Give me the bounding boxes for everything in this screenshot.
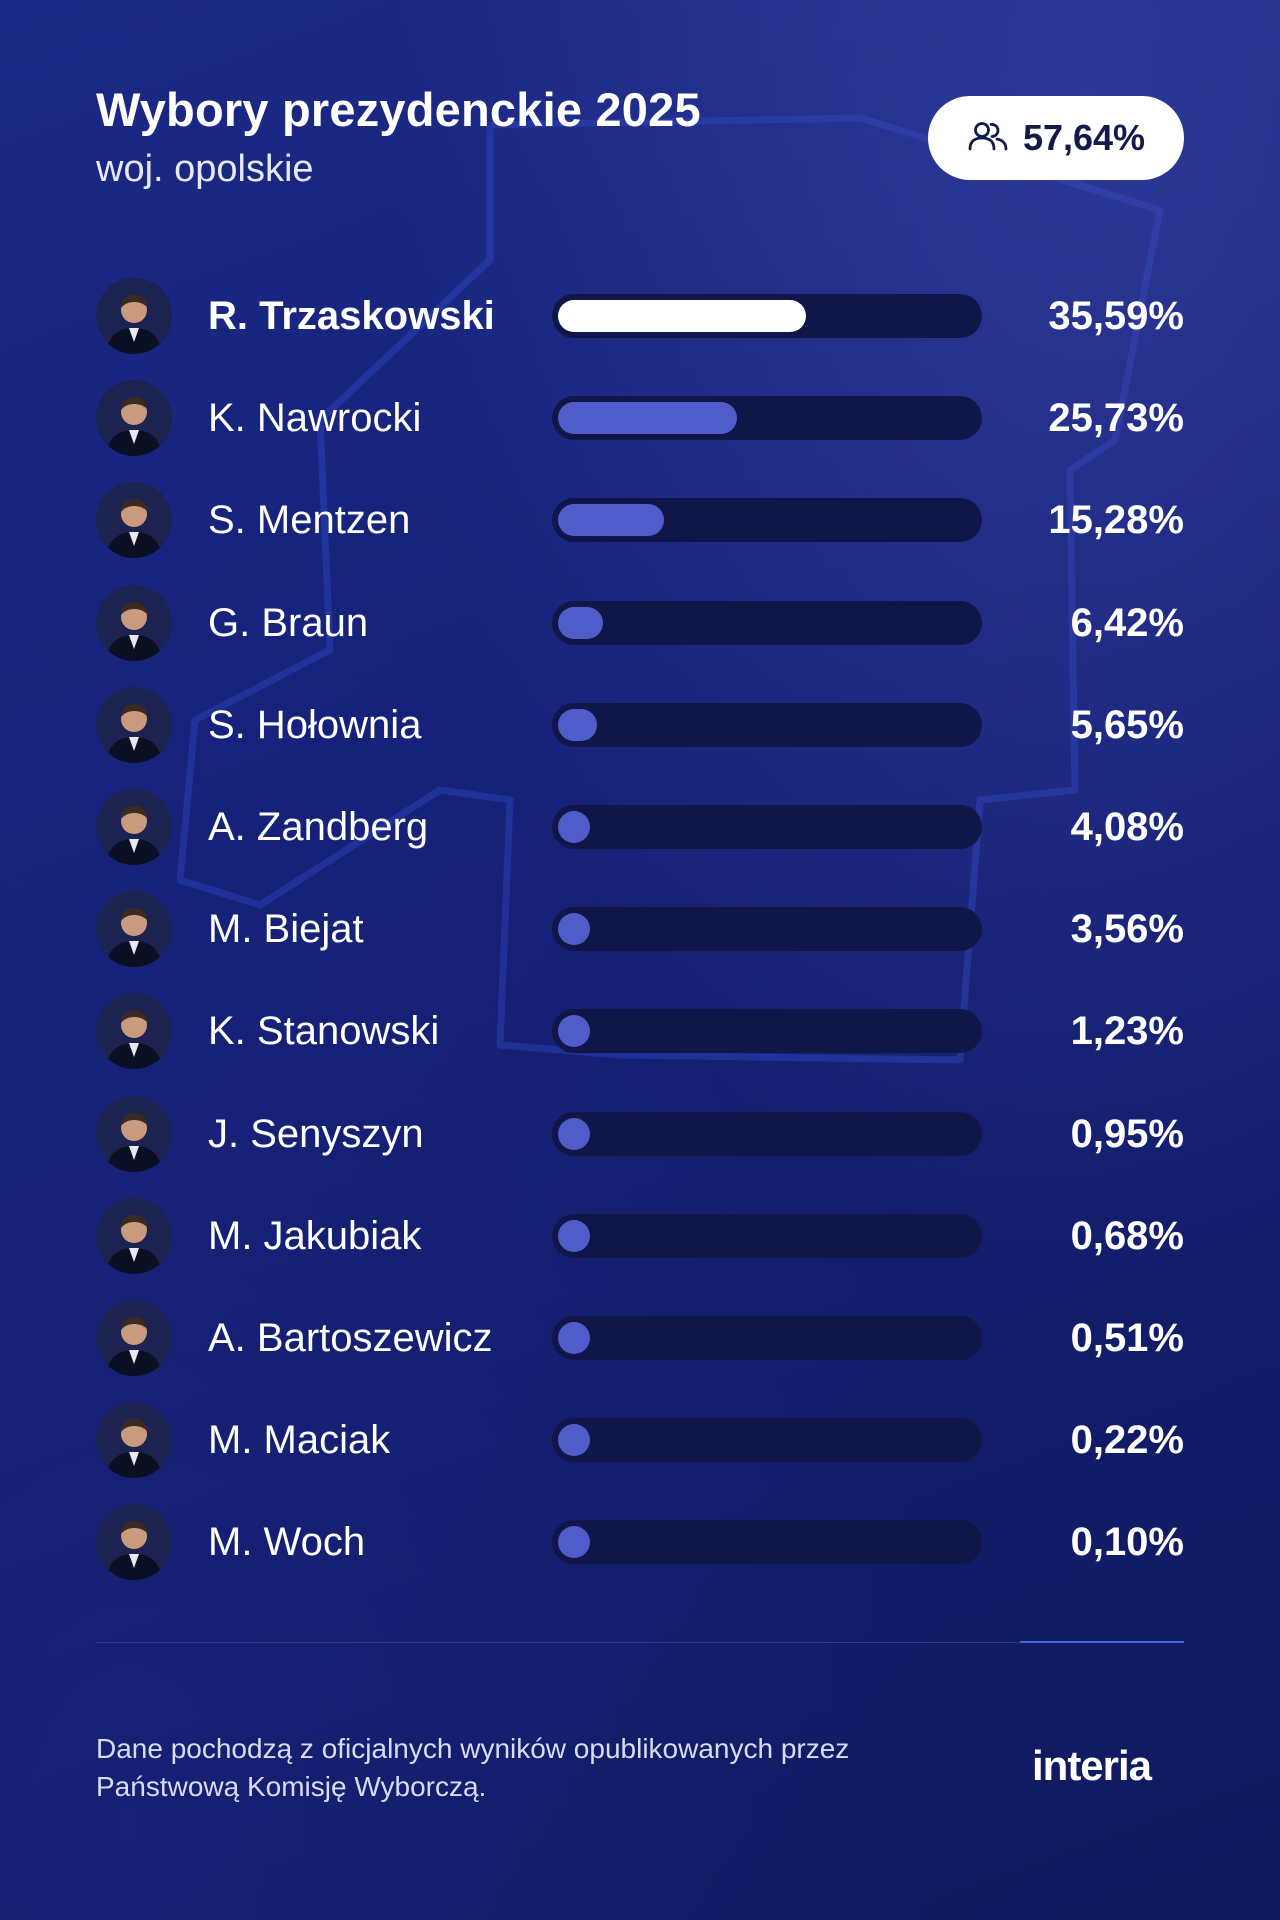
page-title: Wybory prezydenckie 2025 <box>96 83 701 136</box>
result-bar <box>558 504 664 536</box>
result-bar <box>558 1424 590 1456</box>
candidate-name: M. Woch <box>208 1520 366 1564</box>
candidate-avatar <box>96 482 172 558</box>
turnout-value: 57,64% <box>1022 117 1146 158</box>
result-row: M. Biejat 3,56% <box>96 891 1184 967</box>
result-bar <box>558 402 737 434</box>
bar-track <box>552 805 982 849</box>
bar-track <box>552 601 982 645</box>
result-percentage: 4,08% <box>1070 805 1184 849</box>
bar-track <box>552 1009 982 1053</box>
candidate-avatar <box>96 891 172 967</box>
source-note: Dane pochodzą z oficjalnych wyników opub… <box>96 1730 916 1806</box>
result-row: G. Braun 6,42% <box>96 585 1184 661</box>
result-percentage: 0,95% <box>1070 1112 1184 1156</box>
result-bar <box>558 1322 590 1354</box>
result-percentage: 15,28% <box>1048 498 1184 542</box>
result-bar <box>558 1118 590 1150</box>
bar-track <box>552 907 982 951</box>
result-row: K. Stanowski 1,23% <box>96 993 1184 1069</box>
result-percentage: 0,22% <box>1070 1418 1184 1462</box>
result-bar <box>558 811 590 843</box>
result-bar <box>558 1526 590 1558</box>
candidate-name: M. Biejat <box>208 907 364 951</box>
result-row: R. Trzaskowski 35,59% <box>96 278 1184 354</box>
result-percentage: 1,23% <box>1070 1009 1184 1053</box>
candidate-avatar <box>96 993 172 1069</box>
result-row: S. Hołownia 5,65% <box>96 687 1184 763</box>
result-percentage: 0,68% <box>1070 1214 1184 1258</box>
candidate-name: S. Hołownia <box>208 703 422 747</box>
candidate-name: M. Maciak <box>208 1418 391 1462</box>
result-row: A. Zandberg 4,08% <box>96 789 1184 865</box>
result-percentage: 0,51% <box>1070 1316 1184 1360</box>
candidate-avatar <box>96 380 172 456</box>
bar-track <box>552 1112 982 1156</box>
result-percentage: 6,42% <box>1070 601 1184 645</box>
result-bar <box>558 709 597 741</box>
result-bar <box>558 300 806 332</box>
result-percentage: 0,10% <box>1070 1520 1184 1564</box>
turnout-badge: 57,64% <box>928 96 1184 180</box>
region-subtitle: woj. opolskie <box>96 148 314 190</box>
candidate-avatar <box>96 278 172 354</box>
result-percentage: 3,56% <box>1070 907 1184 951</box>
result-percentage: 35,59% <box>1048 294 1184 338</box>
candidate-avatar <box>96 585 172 661</box>
result-bar <box>558 913 590 945</box>
candidate-avatar <box>96 687 172 763</box>
bar-track <box>552 498 982 542</box>
candidate-avatar <box>96 1198 172 1274</box>
interia-logo: interia <box>1032 1742 1152 1789</box>
result-percentage: 5,65% <box>1070 703 1184 747</box>
candidate-name: S. Mentzen <box>208 498 411 542</box>
bar-track <box>552 1520 982 1564</box>
bar-track <box>552 1418 982 1462</box>
bar-track <box>552 1214 982 1258</box>
candidate-name: K. Nawrocki <box>208 396 422 440</box>
candidate-name: A. Bartoszewicz <box>208 1316 493 1360</box>
candidate-avatar <box>96 1096 172 1172</box>
result-row: J. Senyszyn 0,95% <box>96 1096 1184 1172</box>
result-percentage: 25,73% <box>1048 396 1184 440</box>
result-row: M. Jakubiak 0,68% <box>96 1198 1184 1274</box>
bar-track <box>552 703 982 747</box>
result-bar <box>558 607 603 639</box>
candidate-avatar <box>96 789 172 865</box>
candidate-name: R. Trzaskowski <box>208 294 495 338</box>
source-note-line-1: Dane pochodzą z oficjalnych wyników opub… <box>96 1733 850 1764</box>
result-row: A. Bartoszewicz 0,51% <box>96 1300 1184 1376</box>
bar-track <box>552 294 982 338</box>
divider-accent <box>1020 1641 1184 1643</box>
people-icon <box>967 120 1009 157</box>
candidate-name: G. Braun <box>208 601 369 645</box>
result-row: M. Maciak 0,22% <box>96 1402 1184 1478</box>
divider <box>96 1642 1184 1643</box>
result-row: M. Woch 0,10% <box>96 1504 1184 1580</box>
source-note-line-2: Państwową Komisję Wyborczą. <box>96 1771 487 1802</box>
candidate-avatar <box>96 1504 172 1580</box>
result-bar <box>558 1220 590 1252</box>
candidate-avatar <box>96 1300 172 1376</box>
result-row: S. Mentzen 15,28% <box>96 482 1184 558</box>
candidate-name: J. Senyszyn <box>208 1112 424 1156</box>
bar-track <box>552 1316 982 1360</box>
candidate-name: A. Zandberg <box>208 805 429 849</box>
bar-track <box>552 396 982 440</box>
candidate-avatar <box>96 1402 172 1478</box>
results-chart: R. Trzaskowski 35,59% K. Nawrocki 25,73% S. … <box>96 278 1184 1580</box>
result-row: K. Nawrocki 25,73% <box>96 380 1184 456</box>
candidate-name: K. Stanowski <box>208 1009 440 1053</box>
candidate-name: M. Jakubiak <box>208 1214 422 1258</box>
result-bar <box>558 1015 590 1047</box>
